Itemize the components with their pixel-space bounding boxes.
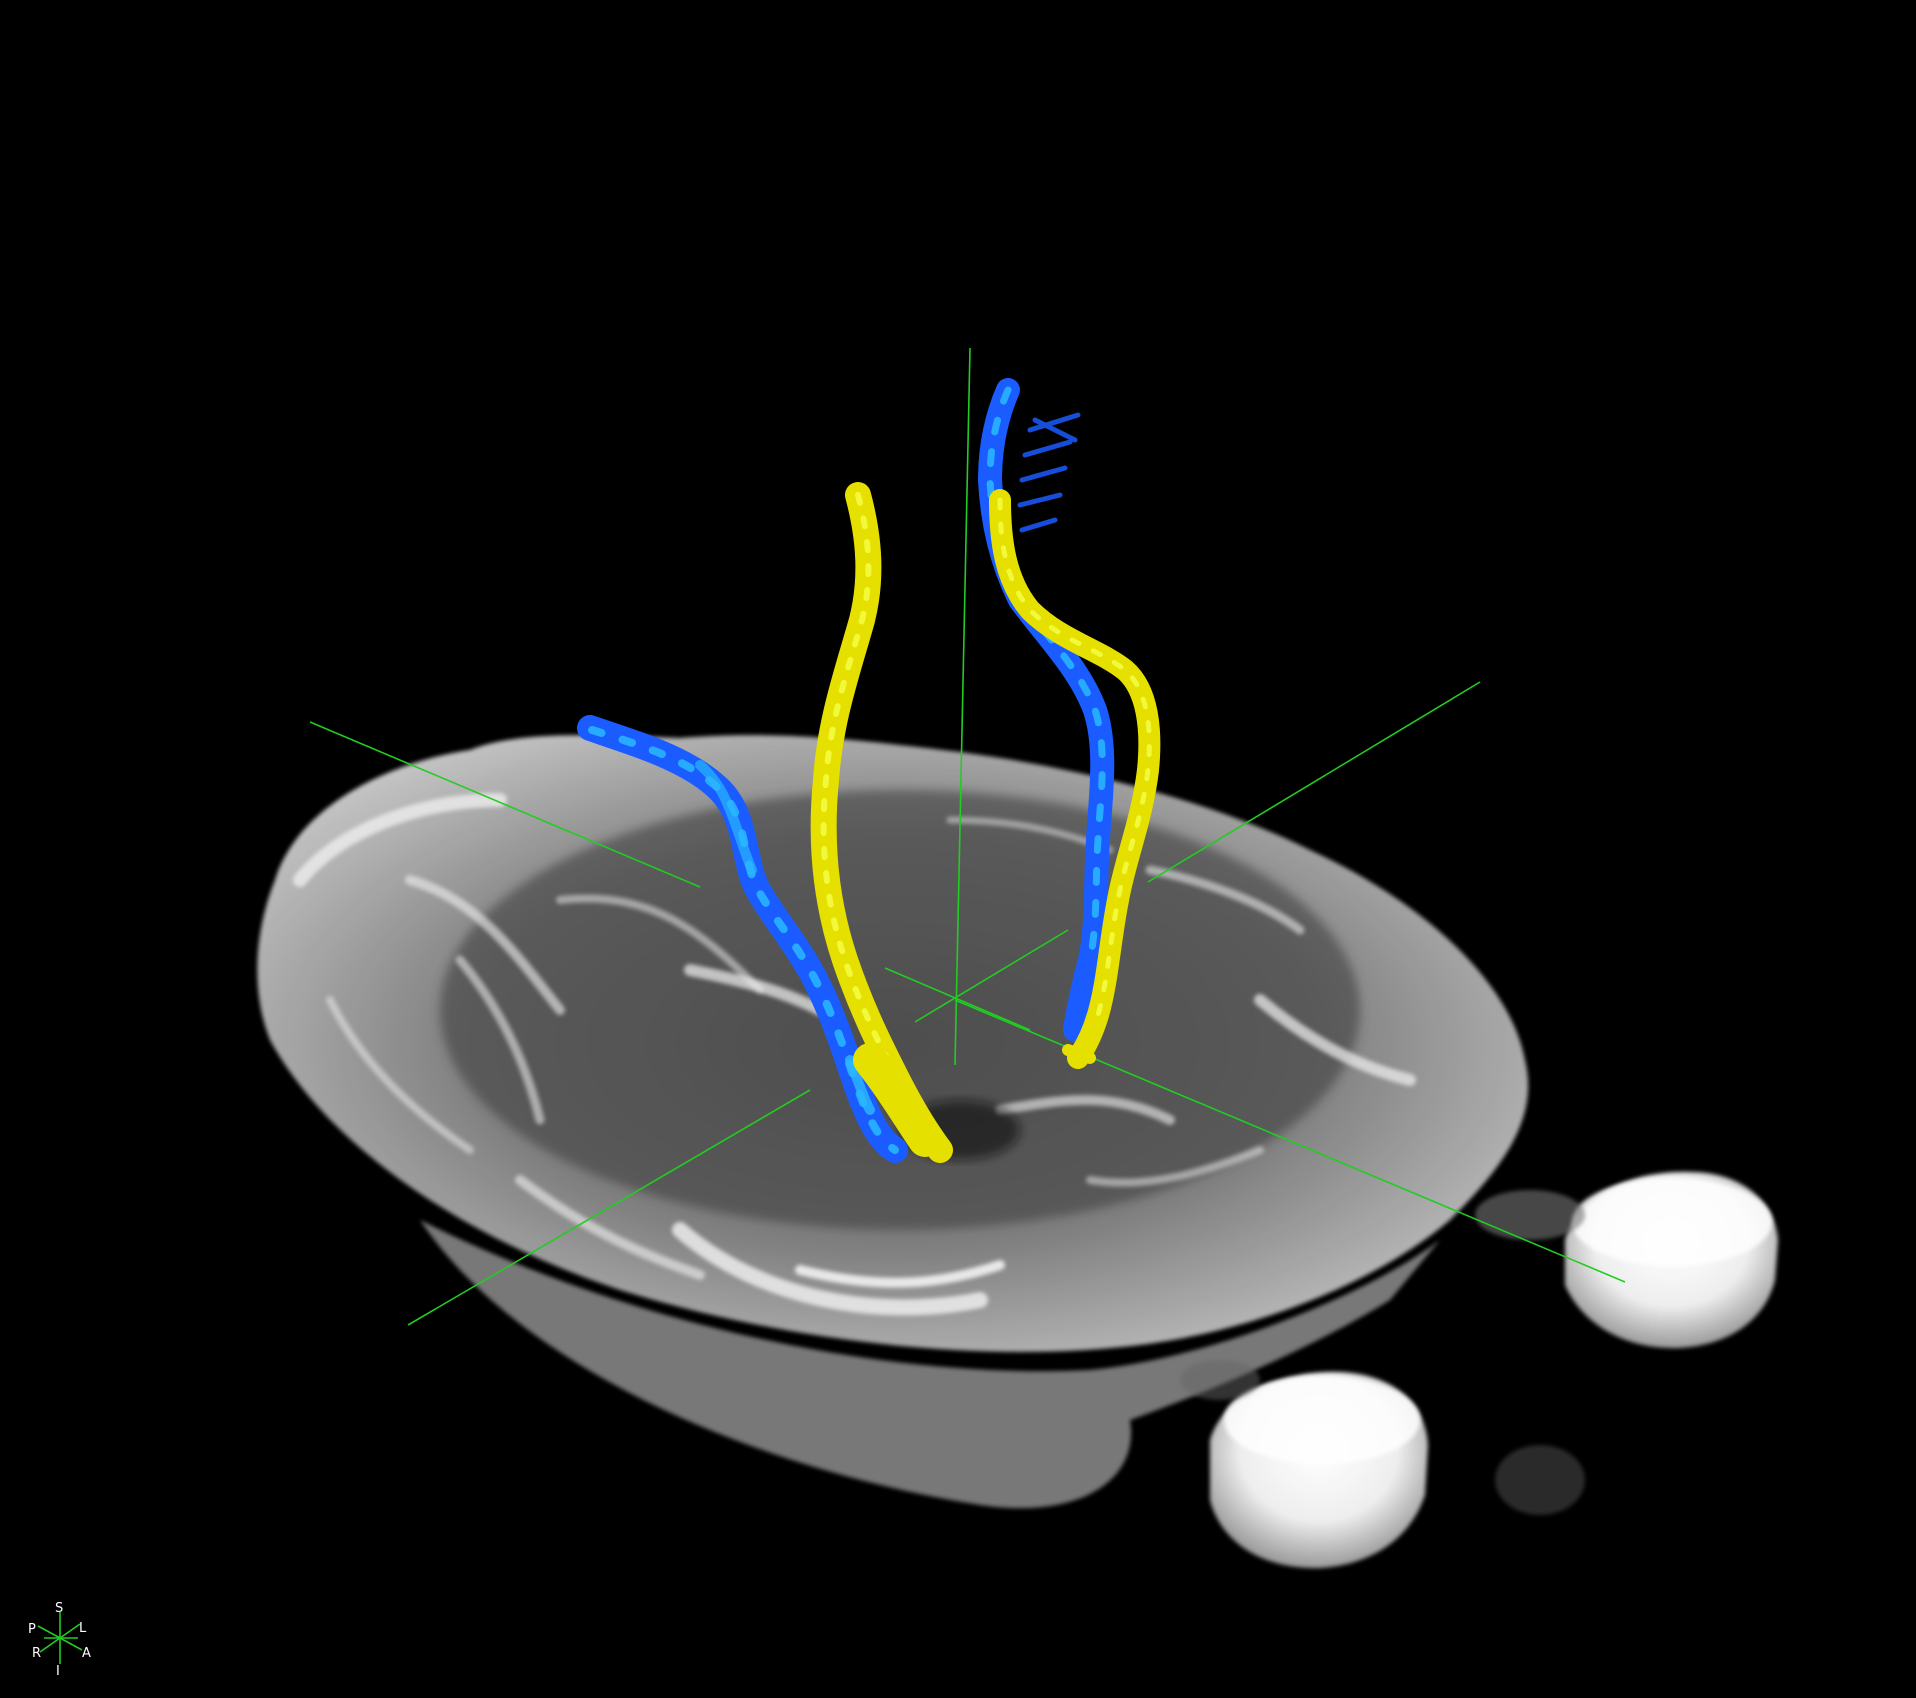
- orient-label-anterior: A: [82, 1646, 91, 1661]
- tract-right-yellow[interactable]: [989, 489, 1161, 1069]
- axis-line-center-b: [914, 929, 1069, 1023]
- axis-line-si: [954, 347, 971, 1066]
- tract-left-blue[interactable]: [577, 715, 908, 1163]
- orient-label-posterior: P: [28, 1622, 36, 1637]
- left-eye-globe: [1210, 1371, 1428, 1569]
- axis-line-center-a: [884, 967, 1031, 1031]
- orient-label-left: L: [79, 1621, 87, 1636]
- axis-line-rl-upper: [309, 721, 701, 888]
- orient-label-right: R: [32, 1646, 41, 1661]
- right-eye-globe: [1565, 1171, 1778, 1349]
- tract-left-yellow[interactable]: [810, 482, 953, 1163]
- orient-label-superior: S: [55, 1601, 63, 1616]
- tract-right-blue[interactable]: [978, 378, 1115, 1042]
- axis-line-ap-upper: [1147, 681, 1481, 883]
- orient-label-inferior: I: [56, 1664, 60, 1679]
- fiber-tracts[interactable]: [577, 378, 1161, 1163]
- orientation-marker: S I P L R A: [28, 1601, 91, 1679]
- eye-globes: [1180, 1171, 1778, 1569]
- axis-line-ap-lower: [407, 1089, 811, 1326]
